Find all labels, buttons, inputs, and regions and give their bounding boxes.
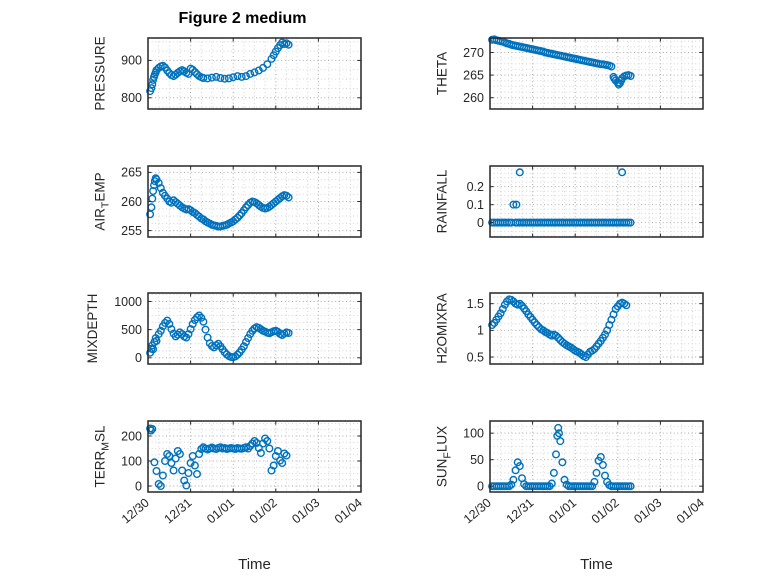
y-axis-label-h2omixra: H2OMIXRA — [434, 293, 449, 364]
x-tick-label: 01/01 — [546, 496, 579, 527]
x-tick-label: 01/04 — [674, 496, 707, 527]
y-tick-label: 0 — [135, 479, 142, 493]
y-tick-label: 265 — [463, 68, 484, 82]
pressure-data-points — [146, 38, 293, 96]
x-axis-label-right: Time — [580, 556, 613, 573]
x-tick-label: 01/02 — [589, 496, 622, 527]
subplot-air-temp: 255 260 265 AIRTEMP — [92, 165, 362, 238]
y-tick-label: 0 — [477, 216, 484, 230]
rainfall-data-points — [488, 168, 635, 227]
y-tick-label: 100 — [121, 454, 142, 468]
air-temp-data-points — [146, 174, 293, 231]
y-tick-label: 0 — [135, 351, 142, 365]
axes-box — [489, 37, 704, 110]
axes-box — [147, 420, 362, 493]
y-tick-label: 1.5 — [467, 297, 484, 311]
y-axis-label-air-temp: AIRTEMP — [92, 172, 111, 230]
y-tick-label: 0.2 — [467, 180, 484, 194]
y-tick-label: 1 — [477, 324, 484, 338]
x-tick-label: 12/31 — [504, 496, 537, 527]
axes-box — [489, 292, 704, 365]
x-axis-label-left: Time — [238, 556, 271, 573]
terr-msl-data-points — [146, 424, 291, 491]
subplot-rainfall: 0 0.1 0.2 RAINFALL — [434, 165, 704, 238]
y-tick-label: 200 — [121, 429, 142, 443]
x-tick-label: 01/03 — [289, 496, 322, 527]
figure-title: Figure 2 medium — [178, 10, 307, 27]
x-tick-label: 12/30 — [461, 496, 494, 527]
subplot-h2omixra: 0.5 1 1.5 H2OMIXRA — [434, 292, 704, 365]
x-tick-label: 01/02 — [247, 496, 280, 527]
y-tick-label: 50 — [470, 453, 484, 467]
subplot-terr-msl: 12/30 12/31 01/01 01/02 01/03 01/04 0 100 200 TER… — [92, 420, 365, 527]
y-axis-label-sun-flux: SUNFLUX — [434, 426, 453, 487]
y-tick-label: 900 — [121, 54, 142, 68]
y-axis-label-rainfall: RAINFALL — [434, 169, 449, 233]
y-tick-label: 100 — [463, 426, 484, 440]
x-tick-label: 01/04 — [332, 496, 365, 527]
subplot-pressure: 800 900 PRESSURE — [92, 36, 362, 111]
y-tick-label: 260 — [463, 91, 484, 105]
theta-data-points — [488, 35, 635, 89]
y-axis-label-theta: THETA — [434, 52, 449, 95]
y-tick-label: 800 — [121, 91, 142, 105]
sun-flux-data-points — [488, 423, 635, 491]
y-tick-label: 0 — [477, 479, 484, 493]
axes-box — [489, 420, 704, 493]
axes-box — [147, 37, 362, 110]
y-axis-label-terr-msl: TERRMSL — [92, 425, 111, 488]
y-axis-label-mixdepth: MIXDEPTH — [85, 294, 100, 364]
x-tick-label: 12/31 — [162, 496, 195, 527]
x-tick-label: 01/03 — [631, 496, 664, 527]
y-tick-label: 0.5 — [467, 350, 484, 364]
subplot-mixdepth: 0 500 1000 MIXDEPTH — [85, 292, 362, 365]
y-tick-label: 260 — [121, 195, 142, 209]
subplot-sun-flux: 12/30 12/31 01/01 01/02 01/03 01/04 0 50 100 SUNF… — [434, 420, 707, 527]
y-tick-label: 1000 — [114, 295, 142, 309]
y-tick-label: 255 — [121, 224, 142, 238]
subplot-theta: 260 265 270 THETA — [434, 35, 704, 110]
y-tick-label: 265 — [121, 166, 142, 180]
mixdepth-data-points — [146, 311, 293, 362]
y-tick-label: 270 — [463, 46, 484, 60]
axes-box — [147, 292, 362, 365]
axes-box — [489, 165, 704, 238]
y-tick-label: 500 — [121, 323, 142, 337]
x-tick-label: 01/01 — [204, 496, 237, 527]
y-axis-label-pressure: PRESSURE — [92, 36, 107, 110]
h2omixra-data-points — [488, 295, 631, 362]
x-tick-label: 12/30 — [119, 496, 152, 527]
y-tick-label: 0.1 — [467, 198, 484, 212]
